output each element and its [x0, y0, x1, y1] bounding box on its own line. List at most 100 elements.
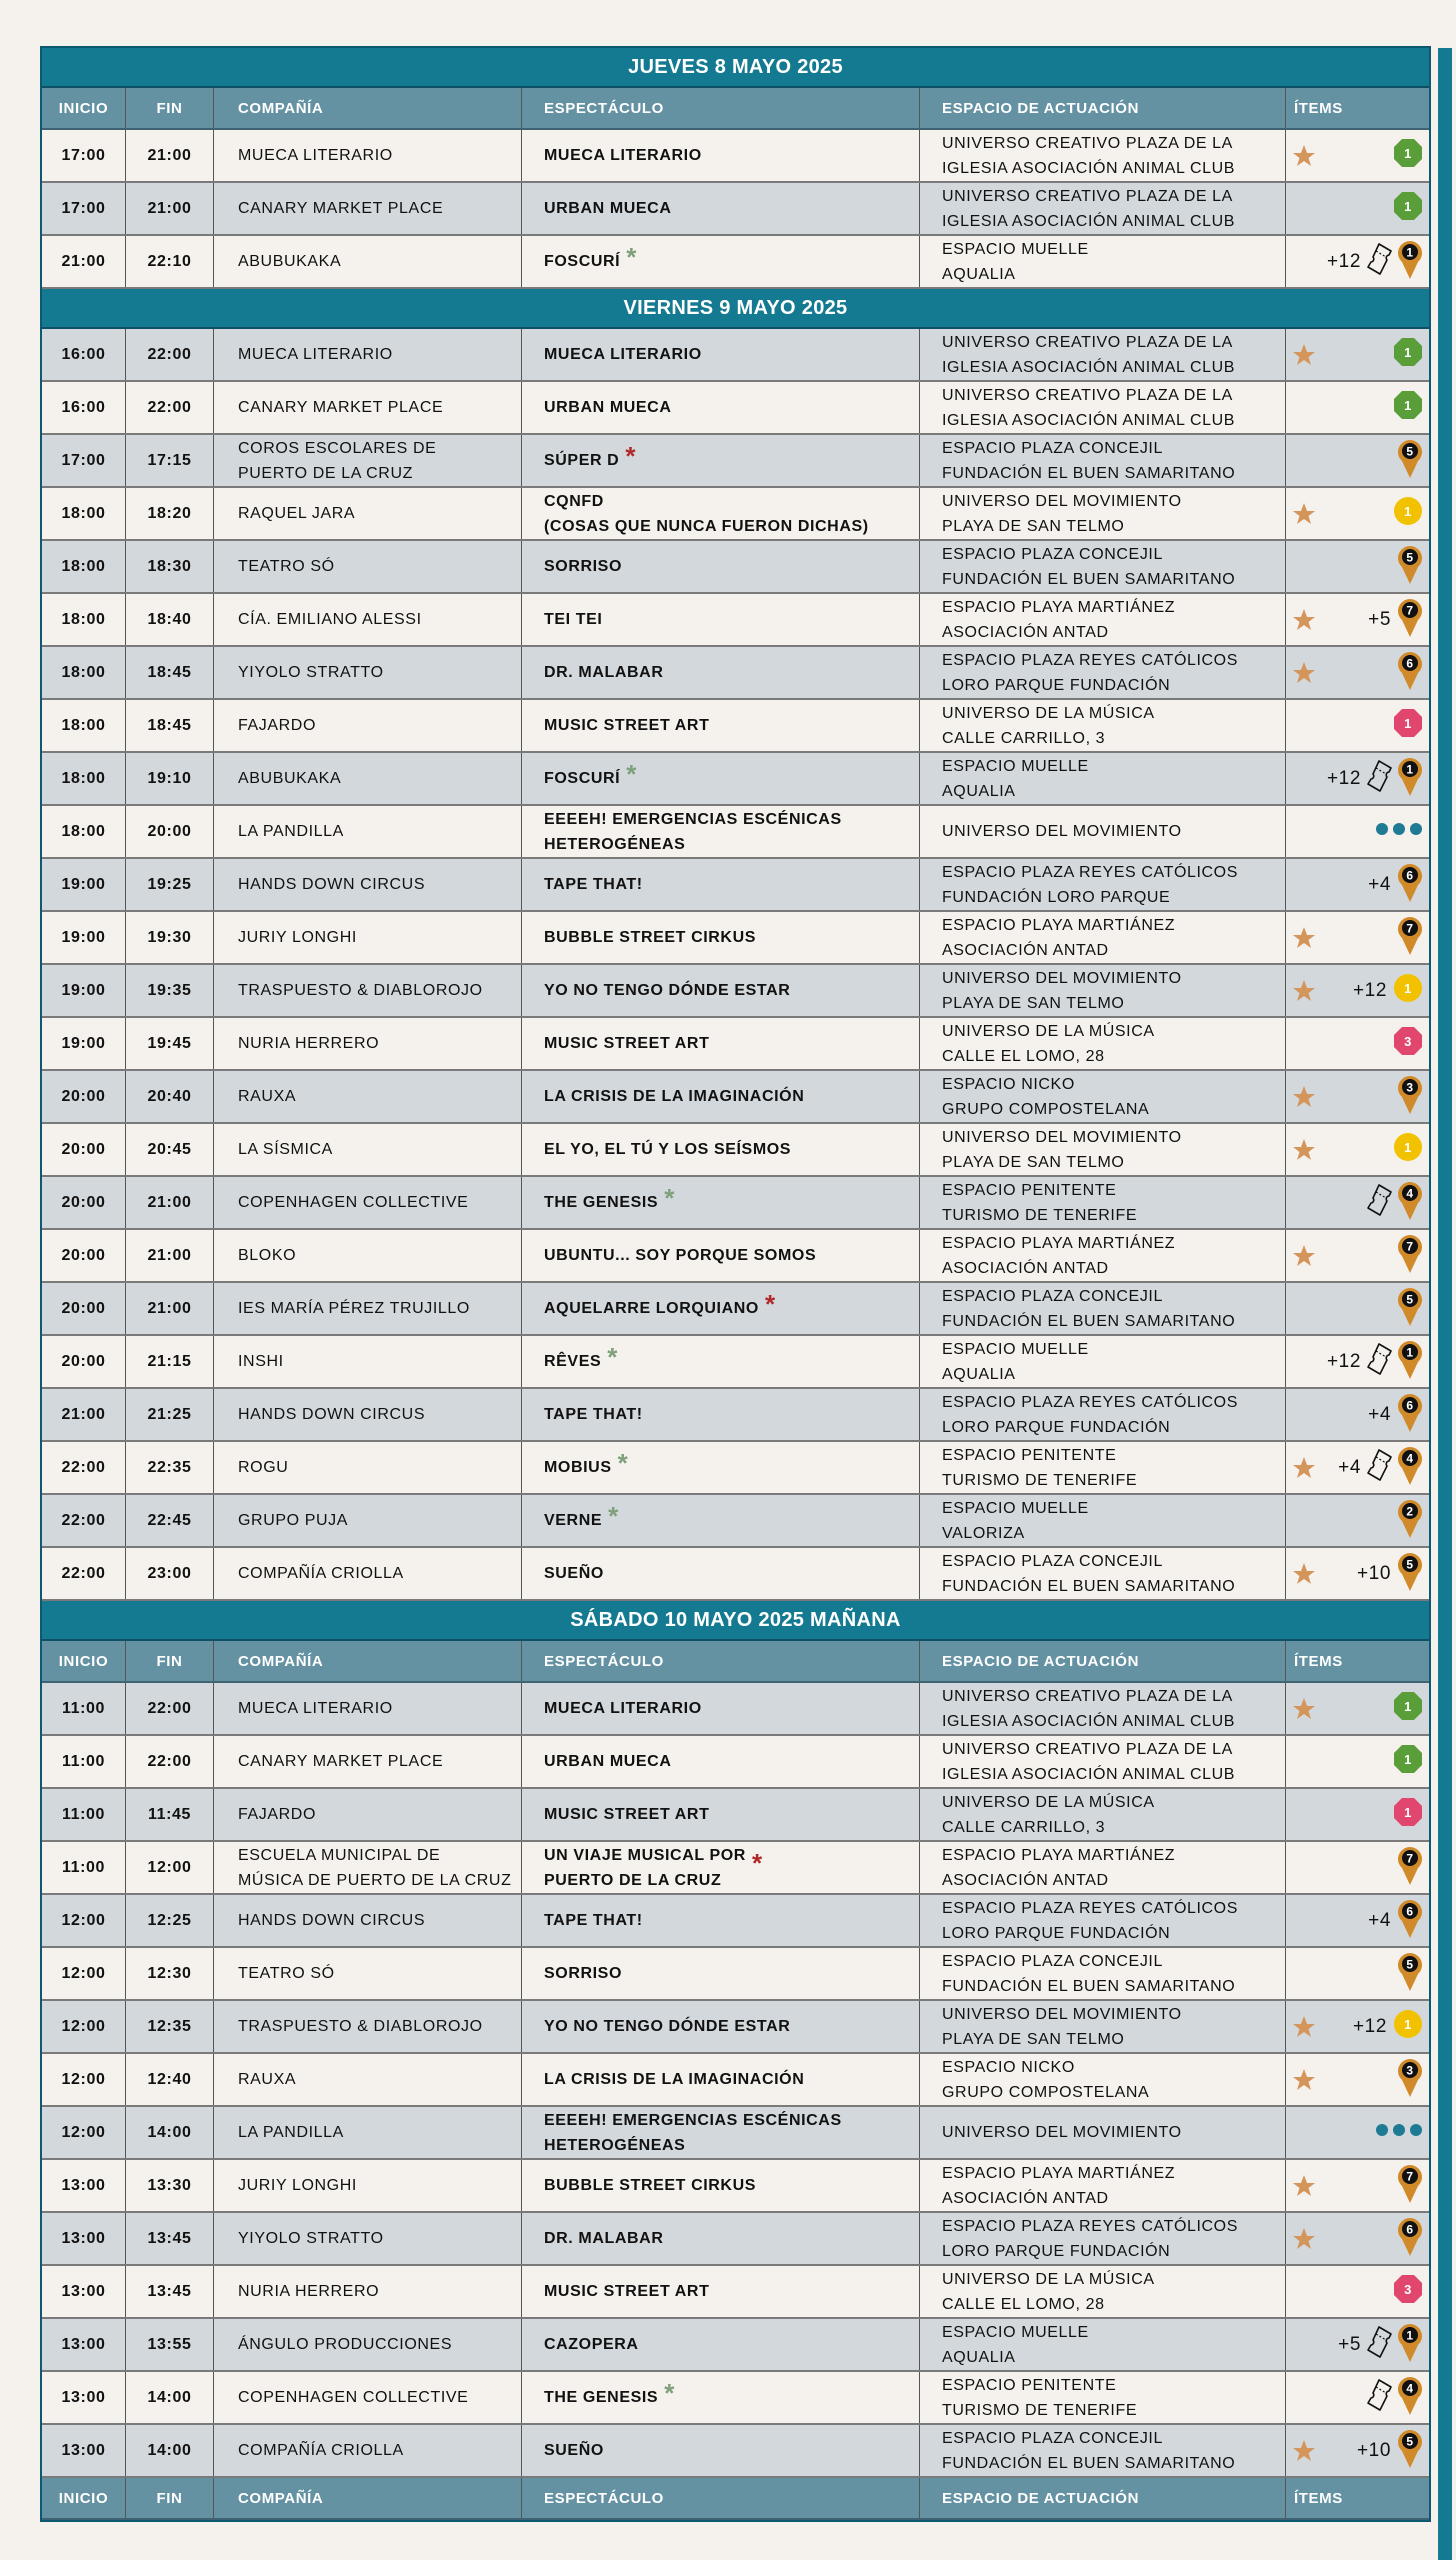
- venue-cell: ESPACIO PLAYA MARTIÁNEZ ASOCIACIÓN ANTAD: [920, 1230, 1286, 1281]
- asterisk-icon: *: [664, 1183, 675, 1213]
- table-row[interactable]: 11:00 12:00 ESCUELA MUNICIPAL DE MÚSICA DE …: [42, 1842, 1429, 1895]
- table-row[interactable]: 12:00 12:40 RAUXA LA CRISIS DE LA IMAGINACI…: [42, 2054, 1429, 2107]
- table-row[interactable]: 11:00 22:00 CANARY MARKET PLACE URBAN MUECA…: [42, 1736, 1429, 1789]
- end-time: 12:00: [126, 1842, 214, 1893]
- table-row[interactable]: 20:00 21:15 INSHI RÊVES * ESPACIO MUELLE AQUAL…: [42, 1336, 1429, 1389]
- table-row[interactable]: 13:00 13:55 ÁNGULO PRODUCCIONES CAZOPERA ESP…: [42, 2319, 1429, 2372]
- column-header-fin[interactable]: FIN: [126, 2478, 214, 2518]
- column-header-inicio[interactable]: INICIO: [42, 2478, 126, 2518]
- text-line: THE GENESIS: [544, 2389, 659, 2406]
- extra-count: +5: [1368, 608, 1391, 630]
- table-row[interactable]: 18:00 18:45 FAJARDO MUSIC STREET ART UNIVERS…: [42, 700, 1429, 753]
- column-header-items[interactable]: ÍTEMS: [1294, 1652, 1343, 1670]
- table-row[interactable]: 17:00 17:15 COROS ESCOLARES DE PUERTO DE LA…: [42, 435, 1429, 488]
- table-row[interactable]: 12:00 12:35 TRASPUESTO & DIABLOROJO YO NO T…: [42, 2001, 1429, 2054]
- table-row[interactable]: 18:00 18:45 YIYOLO STRATTO DR. MALABAR ESPAC…: [42, 647, 1429, 700]
- table-row[interactable]: 16:00 22:00 MUECA LITERARIO MUECA LITERARIO…: [42, 329, 1429, 382]
- column-header-compania[interactable]: COMPAÑÍA: [214, 2478, 522, 2518]
- column-header-espectaculo[interactable]: ESPECTÁCULO: [522, 2478, 920, 2518]
- table-row[interactable]: 18:00 18:30 TEATRO SÓ SORRISO ESPACIO PLAZA …: [42, 541, 1429, 594]
- table-row[interactable]: 18:00 19:10 ABUBUKAKA FOSCURÍ * ESPACIO MUELL…: [42, 753, 1429, 806]
- table-row[interactable]: 11:00 11:45 FAJARDO MUSIC STREET ART UNIVERS…: [42, 1789, 1429, 1842]
- table-row[interactable]: 19:00 19:30 JURIY LONGHI BUBBLE STREET CIRK…: [42, 912, 1429, 965]
- show-cell: THE GENESIS *: [522, 2372, 920, 2423]
- table-row[interactable]: 11:00 22:00 MUECA LITERARIO MUECA LITERARIO…: [42, 1683, 1429, 1736]
- table-row[interactable]: 21:00 22:10 ABUBUKAKA FOSCURÍ * ESPACIO MUELL…: [42, 236, 1429, 289]
- column-header-inicio[interactable]: INICIO: [42, 1641, 126, 1681]
- text-lines: UNIVERSO DEL MOVIMIENTO PLAYA DE SAN TELM…: [942, 1125, 1182, 1175]
- column-header-espectaculo[interactable]: ESPECTÁCULO: [522, 1641, 920, 1681]
- table-row[interactable]: 20:00 21:00 BLOKO UBUNTU... SOY PORQUE SOMO…: [42, 1230, 1429, 1283]
- table-row[interactable]: 19:00 19:35 TRASPUESTO & DIABLOROJO YO NO T…: [42, 965, 1429, 1018]
- column-header-espacio[interactable]: ESPACIO DE ACTUACIÓN: [920, 88, 1286, 128]
- text-lines: UNIVERSO CREATIVO PLAZA DE LA IGLESIA ASO…: [942, 131, 1235, 181]
- text-lines: ESPACIO PENITENTE TURISMO DE TENERIFE: [942, 1178, 1137, 1228]
- extra-count: +12: [1352, 979, 1387, 1001]
- company-cell: JURIY LONGHI: [214, 2160, 522, 2211]
- text-lines: FOSCURÍ: [544, 249, 620, 274]
- table-row[interactable]: 18:00 18:40 CÍA. EMILIANO ALESSI TEI TEI ESP…: [42, 594, 1429, 647]
- show-cell: MUECA LITERARIO: [522, 329, 920, 380]
- column-header-espacio[interactable]: ESPACIO DE ACTUACIÓN: [920, 1641, 1286, 1681]
- table-row[interactable]: 20:00 21:00 IES MARÍA PÉREZ TRUJILLO AQUELA…: [42, 1283, 1429, 1336]
- text-line: FUNDACIÓN EL BUEN SAMARITANO: [942, 464, 1236, 482]
- text-lines: INSHI: [238, 1349, 284, 1374]
- table-row[interactable]: 22:00 23:00 COMPAÑÍA CRIOLLA SUEÑO ESPACIO P…: [42, 1548, 1429, 1601]
- column-header-fin[interactable]: FIN: [126, 1641, 214, 1681]
- venue-cell: ESPACIO NICKO GRUPO COMPOSTELANA: [920, 1071, 1286, 1122]
- green-octagon-icon: 1: [1393, 337, 1423, 372]
- table-row[interactable]: 17:00 21:00 CANARY MARKET PLACE URBAN MUECA…: [42, 183, 1429, 236]
- show-cell: AQUELARRE LORQUIANO *: [522, 1283, 920, 1334]
- yellow-circle-icon: 1: [1393, 496, 1423, 531]
- text-line: FUNDACIÓN EL BUEN SAMARITANO: [942, 2454, 1236, 2472]
- text-lines: UNIVERSO DEL MOVIMIENTO: [942, 819, 1182, 844]
- text-line: PLAYA DE SAN TELMO: [942, 517, 1125, 535]
- venue-cell: ESPACIO PLAZA CONCEJIL FUNDACIÓN EL BUEN …: [920, 1283, 1286, 1334]
- table-row[interactable]: 22:00 22:35 ROGU MOBIUS * ESPACIO PENITENTE TU…: [42, 1442, 1429, 1495]
- table-row[interactable]: 13:00 14:00 COPENHAGEN COLLECTIVE THE GENES…: [42, 2372, 1429, 2425]
- badge-number: 6: [1406, 657, 1413, 671]
- badge-number: 4: [1406, 2382, 1413, 2396]
- table-row[interactable]: 20:00 21:00 COPENHAGEN COLLECTIVE THE GENES…: [42, 1177, 1429, 1230]
- text-line: EEEEH! EMERGENCIAS ESCÉNICAS: [544, 2111, 842, 2129]
- table-row[interactable]: 16:00 22:00 CANARY MARKET PLACE URBAN MUECA…: [42, 382, 1429, 435]
- table-row[interactable]: 13:00 13:45 YIYOLO STRATTO DR. MALABAR ESPAC…: [42, 2213, 1429, 2266]
- table-row[interactable]: 12:00 14:00 LA PANDILLA EEEEH! EMERGENCIAS …: [42, 2107, 1429, 2160]
- table-row[interactable]: 12:00 12:25 HANDS DOWN CIRCUS TAPE THAT! ESP…: [42, 1895, 1429, 1948]
- table-row[interactable]: 19:00 19:45 NURIA HERRERO MUSIC STREET ART U…: [42, 1018, 1429, 1071]
- table-row[interactable]: 17:00 21:00 MUECA LITERARIO MUECA LITERARIO…: [42, 130, 1429, 183]
- star-icon: [1292, 1085, 1316, 1114]
- table-row[interactable]: 19:00 19:25 HANDS DOWN CIRCUS TAPE THAT! ESP…: [42, 859, 1429, 912]
- text-lines: YIYOLO STRATTO: [238, 660, 384, 685]
- table-row[interactable]: 20:00 20:40 RAUXA LA CRISIS DE LA IMAGINACI…: [42, 1071, 1429, 1124]
- star-icon: [1292, 926, 1316, 955]
- column-header-inicio[interactable]: INICIO: [42, 88, 126, 128]
- table-row[interactable]: 20:00 20:45 LA SÍSMICA EL YO, EL TÚ Y LOS S…: [42, 1124, 1429, 1177]
- column-header-items[interactable]: ÍTEMS: [1294, 99, 1343, 117]
- table-row[interactable]: 13:00 13:30 JURIY LONGHI BUBBLE STREET CIRK…: [42, 2160, 1429, 2213]
- column-header-espacio[interactable]: ESPACIO DE ACTUACIÓN: [920, 2478, 1286, 2518]
- table-row[interactable]: 13:00 14:00 COMPAÑÍA CRIOLLA SUEÑO ESPACIO P…: [42, 2425, 1429, 2478]
- table-row[interactable]: 12:00 12:30 TEATRO SÓ SORRISO ESPACIO PLAZA …: [42, 1948, 1429, 2001]
- items-cell: 1: [1286, 382, 1429, 433]
- table-row[interactable]: 18:00 18:20 RAQUEL JARA CQNFD (COSAS QUE NUN…: [42, 488, 1429, 541]
- column-header-items[interactable]: ÍTEMS: [1294, 2489, 1343, 2507]
- column-header-fin[interactable]: FIN: [126, 88, 214, 128]
- column-header-compania[interactable]: COMPAÑÍA: [214, 1641, 522, 1681]
- text-line: IGLESIA ASOCIACIÓN ANIMAL CLUB: [942, 1765, 1236, 1783]
- badge-number: 1: [1404, 345, 1412, 360]
- table-row[interactable]: 21:00 21:25 HANDS DOWN CIRCUS TAPE THAT! ESP…: [42, 1389, 1429, 1442]
- column-header-compania[interactable]: COMPAÑÍA: [214, 88, 522, 128]
- badge-number: 5: [1406, 445, 1413, 459]
- show-cell: TAPE THAT!: [522, 1895, 920, 1946]
- start-time: 18:00: [42, 594, 126, 645]
- table-row[interactable]: 13:00 13:45 NURIA HERRERO MUSIC STREET ART U…: [42, 2266, 1429, 2319]
- day-title: JUEVES 8 MAYO 2025: [42, 48, 1429, 88]
- column-header-espectaculo[interactable]: ESPECTÁCULO: [522, 88, 920, 128]
- table-row[interactable]: 18:00 20:00 LA PANDILLA EEEEH! EMERGENCIAS …: [42, 806, 1429, 859]
- table-row[interactable]: 22:00 22:45 GRUPO PUJA VERNE * ESPACIO MUELLE…: [42, 1495, 1429, 1548]
- items-cell: 1: [1286, 1789, 1429, 1840]
- items-cell: 3: [1286, 2266, 1429, 2317]
- text-lines: UNIVERSO DEL MOVIMIENTO PLAYA DE SAN TELM…: [942, 2002, 1182, 2052]
- show-cell: SÚPER D *: [522, 435, 920, 486]
